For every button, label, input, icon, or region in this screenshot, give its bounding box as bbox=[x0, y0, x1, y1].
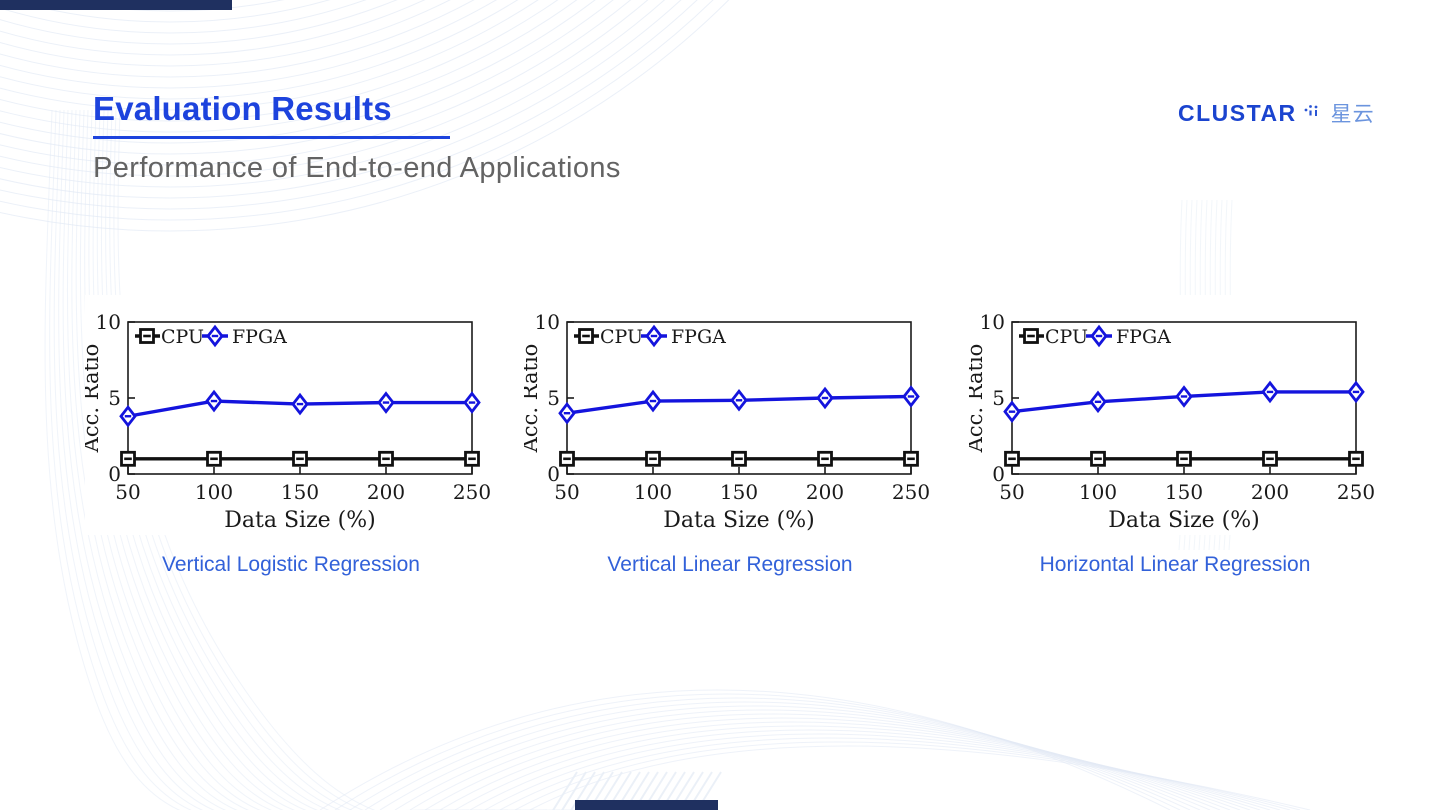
svg-text:Data Size (%): Data Size (%) bbox=[663, 508, 815, 533]
chart-vertical-logistic-regression: 50 100 150 200 250 0 5 10 Data Size (%) Acc. Rati… bbox=[79, 295, 497, 535]
chart-horizontal-linear-regression: 50 100 150 200 250 0 5 10 Data Size (%) Acc. Rati… bbox=[963, 295, 1381, 535]
svg-text:150: 150 bbox=[720, 480, 758, 504]
clustar-logo-cn-text: 星云 bbox=[1330, 103, 1375, 126]
chart-caption: Vertical Logistic Regression bbox=[162, 553, 420, 576]
clustar-logo: CLUSTAR 星云 bbox=[1178, 98, 1375, 128]
svg-text:200: 200 bbox=[806, 480, 844, 504]
svg-text:10: 10 bbox=[535, 310, 560, 334]
clustar-mark-icon bbox=[1304, 105, 1318, 116]
svg-text:150: 150 bbox=[1165, 480, 1203, 504]
svg-text:200: 200 bbox=[367, 480, 405, 504]
svg-text:5: 5 bbox=[547, 386, 560, 410]
svg-text:Data Size (%): Data Size (%) bbox=[1108, 508, 1260, 533]
svg-text:50: 50 bbox=[554, 480, 579, 504]
chart-caption: Vertical Linear Regression bbox=[607, 553, 853, 576]
page-title: Evaluation Results bbox=[93, 90, 392, 127]
bottom-accent-bar bbox=[575, 800, 718, 810]
svg-text:50: 50 bbox=[999, 480, 1024, 504]
title-underline bbox=[93, 136, 450, 139]
svg-text:100: 100 bbox=[634, 480, 672, 504]
chart-caption: Horizontal Linear Regression bbox=[1039, 553, 1311, 576]
svg-text:5: 5 bbox=[108, 386, 121, 410]
page-subtitle: Performance of End-to-end Applications bbox=[93, 152, 621, 184]
svg-text:FPGA: FPGA bbox=[1116, 326, 1171, 348]
svg-text:Data Size (%): Data Size (%) bbox=[224, 508, 376, 533]
top-accent-bar bbox=[0, 0, 232, 10]
svg-text:250: 250 bbox=[1337, 480, 1375, 504]
svg-text:5: 5 bbox=[992, 386, 1005, 410]
svg-text:FPGA: FPGA bbox=[671, 326, 726, 348]
svg-text:CPU: CPU bbox=[161, 326, 204, 348]
clustar-logo-wordmark: CLUSTAR bbox=[1178, 99, 1297, 126]
svg-text:250: 250 bbox=[892, 480, 930, 504]
svg-text:200: 200 bbox=[1251, 480, 1289, 504]
svg-text:Acc. Ratio: Acc. Ratio bbox=[85, 344, 103, 454]
svg-text:0: 0 bbox=[992, 462, 1005, 486]
svg-text:100: 100 bbox=[195, 480, 233, 504]
svg-text:250: 250 bbox=[453, 480, 491, 504]
svg-text:FPGA: FPGA bbox=[232, 326, 287, 348]
svg-text:10: 10 bbox=[980, 310, 1005, 334]
svg-text:100: 100 bbox=[1079, 480, 1117, 504]
svg-text:50: 50 bbox=[115, 480, 140, 504]
svg-text:150: 150 bbox=[281, 480, 319, 504]
chart-vertical-linear-regression: 50 100 150 200 250 0 5 10 Data Size (%) Acc. Rati… bbox=[518, 295, 936, 535]
svg-text:0: 0 bbox=[547, 462, 560, 486]
svg-text:10: 10 bbox=[96, 310, 121, 334]
svg-text:CPU: CPU bbox=[1045, 326, 1088, 348]
svg-text:0: 0 bbox=[108, 462, 121, 486]
svg-text:Acc. Ratio: Acc. Ratio bbox=[969, 344, 987, 454]
svg-text:CPU: CPU bbox=[600, 326, 643, 348]
svg-text:Acc. Ratio: Acc. Ratio bbox=[524, 344, 542, 454]
